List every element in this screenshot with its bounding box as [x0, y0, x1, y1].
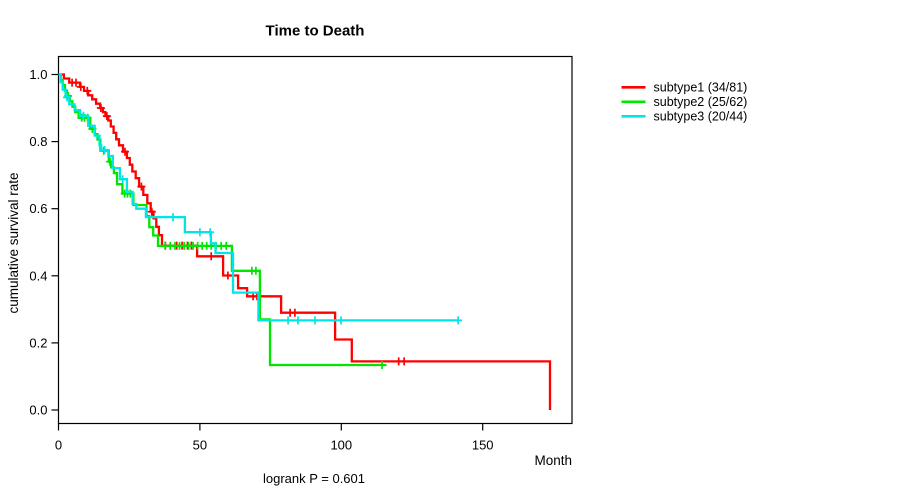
x-tick-label: 150 [472, 438, 494, 453]
y-tick-label: 0.2 [29, 335, 47, 350]
y-axis-label: cumulative survival rate [6, 172, 21, 313]
x-axis: 0 50 100 150 [55, 423, 494, 453]
y-tick-label: 0.4 [29, 268, 47, 283]
y-tick-label: 0.6 [29, 201, 47, 216]
censor-marks-subtype1 [68, 78, 409, 366]
plot-area-border [57, 55, 573, 425]
survival-curves-layer [58, 73, 552, 410]
y-axis: 0.0 0.2 0.4 0.6 0.8 1.0 [29, 67, 59, 418]
censor-marks-subtype2 [64, 92, 386, 369]
censor-marks-subtype3 [63, 93, 463, 325]
y-tick-label: 0.0 [29, 403, 47, 418]
y-tick-label: 0.8 [29, 134, 47, 149]
legend-label-subtype1: subtype1 (34/81) [654, 81, 748, 95]
legend-label-subtype2: subtype2 (25/62) [654, 95, 748, 109]
x-tick-label: 100 [330, 438, 352, 453]
chart-title: Time to Death [266, 23, 365, 40]
logrank-p-value: logrank P = 0.601 [263, 471, 365, 486]
survival-curve-subtype1 [58, 73, 552, 410]
y-tick-label: 1.0 [29, 67, 47, 82]
survival-curve-subtype3 [58, 73, 459, 322]
x-tick-label: 0 [55, 438, 62, 453]
x-tick-label: 50 [193, 438, 207, 453]
legend-label-subtype3: subtype3 (20/44) [654, 110, 748, 124]
legend: subtype1 (34/81) subtype2 (25/62) subtyp… [621, 81, 748, 124]
x-axis-label: Month [534, 453, 572, 468]
